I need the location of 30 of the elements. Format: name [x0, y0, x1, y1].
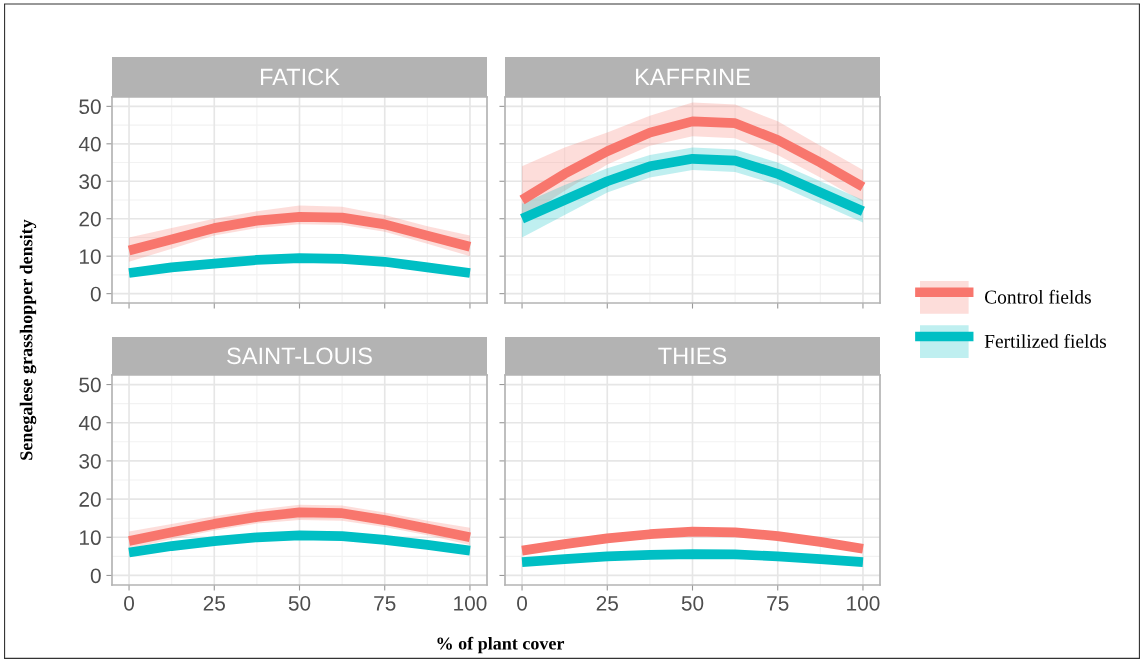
x-tick-label: 75 — [374, 596, 396, 611]
y-axis-title: Senegalese grasshopper density — [19, 219, 37, 460]
chart-title: THIES — [658, 347, 727, 365]
y-tick-label: 40 — [78, 136, 101, 152]
y-tick-label: 0 — [90, 286, 101, 302]
chart-title: SAINT-LOUIS — [227, 347, 372, 365]
y-tick-label: 40 — [78, 415, 101, 431]
y-tick-label: 20 — [79, 492, 101, 507]
legend-label: Control fields — [984, 289, 1091, 304]
y-tick-label: 20 — [79, 211, 101, 227]
x-tick-label: 75 — [767, 596, 789, 611]
y-tick-label: 30 — [79, 174, 101, 190]
x-tick-label: 0 — [124, 595, 135, 611]
x-tick-label: 100 — [454, 595, 487, 611]
y-tick-label: 10 — [80, 530, 101, 546]
y-tick-label: 30 — [79, 453, 101, 469]
x-tick-label: 25 — [596, 595, 618, 611]
x-tick-label: 0 — [517, 595, 528, 611]
x-tick-label: 50 — [288, 595, 311, 611]
legend-label: Fertilized fields — [984, 333, 1107, 348]
chart-title: KAFFRINE — [636, 68, 750, 86]
x-tick-label: 25 — [203, 595, 225, 611]
y-tick-label: 50 — [79, 99, 101, 115]
y-tick-label: 10 — [80, 249, 101, 264]
y-tick-label: 50 — [79, 377, 101, 393]
x-axis-title: % of plant cover — [437, 636, 565, 654]
chart-title: FATICK — [260, 68, 340, 86]
x-tick-label: 100 — [847, 595, 880, 611]
y-tick-label: 0 — [90, 568, 101, 584]
x-tick-label: 50 — [681, 595, 704, 611]
